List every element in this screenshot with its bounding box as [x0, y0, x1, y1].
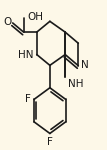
Text: F: F — [25, 94, 31, 104]
Text: F: F — [47, 137, 53, 147]
Text: HN: HN — [18, 50, 33, 60]
Text: O: O — [3, 17, 12, 27]
Text: N: N — [81, 60, 89, 70]
Text: OH: OH — [27, 12, 43, 22]
Text: NH: NH — [68, 79, 83, 89]
